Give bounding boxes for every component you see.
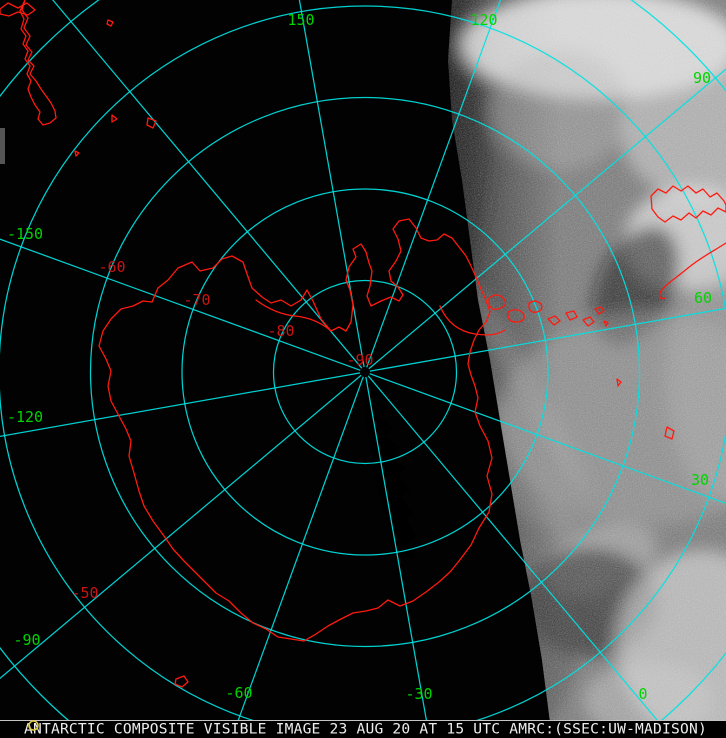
- coastline-peninsula-isles-1: [488, 294, 507, 310]
- longitude-label: 150: [287, 11, 314, 29]
- edge-artifact: [0, 128, 5, 164]
- coastline-islet-2: [146, 117, 157, 129]
- caption-bar: ANTARCTIC COMPOSITE VISIBLE IMAGE 23 AUG…: [0, 720, 726, 738]
- coastline-islet-balleny: [174, 675, 189, 688]
- latitude-circle: [272, 279, 458, 465]
- grid-labels: 150 120 90 60 30 0 -30 -60 -90 -120 -150 -50 -60 -70 -…: [7, 11, 712, 703]
- meridian-line: [367, 375, 673, 738]
- meridian-line: [366, 0, 502, 368]
- longitude-label: -120: [7, 408, 43, 426]
- longitude-label: 0: [638, 685, 647, 703]
- coastline-islet-3: [111, 114, 118, 123]
- coastline-antarctica-mainland: [98, 218, 493, 642]
- coastline-peninsula-isles-3: [528, 300, 543, 313]
- meridian-line: [231, 376, 364, 738]
- coastline-coast-arc-detail: [439, 305, 506, 336]
- latitude-circle: [181, 188, 549, 556]
- missing-data-wedge: [365, 380, 416, 558]
- coastline-islet-heard: [664, 426, 675, 440]
- meridian-line: [369, 307, 726, 372]
- coastline-peninsula-chain-1: [547, 315, 561, 326]
- meridian-line: [0, 372, 361, 437]
- longitude-label: -30: [405, 685, 432, 703]
- coastline-island-kerguelen-north: [650, 185, 726, 223]
- coastline-peninsula-isles-2: [507, 309, 525, 323]
- meridian-line: [298, 0, 365, 368]
- latitude-label: -90: [346, 351, 373, 369]
- longitude-label: 120: [470, 11, 497, 29]
- latitude-label: -50: [71, 584, 98, 602]
- latitude-label: -80: [267, 322, 294, 340]
- coastline-island-nz-north: [0, 2, 36, 17]
- latitude-label: -70: [183, 291, 210, 309]
- meridian-line: [0, 238, 361, 371]
- coastline-island-nz-south: [19, 0, 57, 126]
- latitude-circle: [0, 5, 726, 738]
- coastline-ross-sea-detail: [255, 299, 331, 331]
- coastline-island-kerguelen-bay: [658, 242, 726, 300]
- caption-background: [0, 720, 726, 738]
- longitude-label: -60: [225, 684, 252, 702]
- meridian-line: [0, 374, 362, 680]
- coastline-overlay: [0, 0, 726, 688]
- coastline-peninsula-chain-3: [582, 316, 595, 327]
- station-marker-icon: [28, 720, 39, 731]
- longitude-label: -90: [13, 631, 40, 649]
- coastline-peninsula-chain-2: [565, 310, 578, 321]
- coastline-islet-6: [603, 320, 609, 327]
- meridian-line: [365, 376, 431, 738]
- latitude-label: -60: [98, 258, 125, 276]
- coastline-islet-4: [74, 150, 80, 157]
- meridian-line: [368, 68, 726, 370]
- longitude-label: 90: [693, 69, 711, 87]
- coastline-peninsula-chain-4: [594, 306, 605, 315]
- meridian-line: [369, 373, 726, 505]
- longitude-label: 60: [694, 289, 712, 307]
- caption-text: ANTARCTIC COMPOSITE VISIBLE IMAGE 23 AUG…: [24, 721, 707, 738]
- coastline-islet-5: [616, 378, 622, 387]
- coastline-islet-1: [106, 19, 114, 27]
- longitude-label: -150: [7, 225, 43, 243]
- latitude-circle: [89, 96, 641, 648]
- meridian-line: [52, 0, 363, 369]
- longitude-label: 30: [691, 471, 709, 489]
